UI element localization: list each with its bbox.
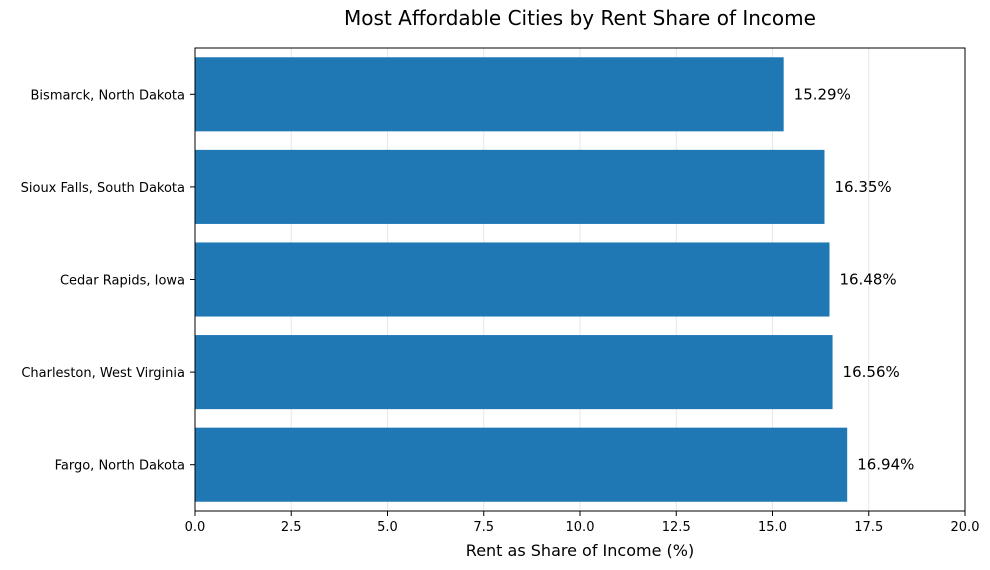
bar	[195, 57, 784, 132]
y-tick-label: Bismarck, North Dakota	[31, 88, 185, 103]
y-tick-label: Cedar Rapids, Iowa	[60, 274, 185, 289]
x-tick-label: 20.0	[951, 520, 980, 535]
y-tick-label: Fargo, North Dakota	[55, 459, 185, 474]
x-tick-label: 7.5	[473, 520, 494, 535]
x-tick-label: 10.0	[566, 520, 595, 535]
bar	[195, 242, 830, 317]
bar	[195, 149, 825, 224]
bar	[195, 335, 833, 410]
chart-title: Most Affordable Cities by Rent Share of …	[344, 6, 816, 30]
bar-value-label: 15.29%	[794, 85, 851, 103]
x-tick-label: 2.5	[281, 520, 302, 535]
y-tick-label: Sioux Falls, South Dakota	[21, 181, 185, 196]
x-axis-label: Rent as Share of Income (%)	[466, 541, 694, 560]
bar-value-label: 16.48%	[839, 271, 896, 289]
bars: 15.29% 16.35% 16.48% 16.56% 16.94%	[195, 57, 914, 502]
bar-value-label: 16.56%	[843, 363, 900, 381]
x-tick-label: 5.0	[377, 520, 398, 535]
bar-value-label: 16.35%	[834, 178, 891, 196]
y-axis: Bismarck, North Dakota Sioux Falls, South…	[21, 88, 195, 474]
x-tick-label: 15.0	[758, 520, 787, 535]
y-tick-label: Charleston, West Virginia	[21, 366, 185, 381]
x-tick-label: 12.5	[662, 520, 691, 535]
x-tick-label: 0.0	[185, 520, 206, 535]
bar-value-label: 16.94%	[857, 456, 914, 474]
bar	[195, 427, 848, 502]
x-axis: 0.0 2.5 5.0 7.5 10.0 12.5 15.0 17.5 20.0	[185, 511, 980, 535]
x-tick-label: 17.5	[854, 520, 883, 535]
